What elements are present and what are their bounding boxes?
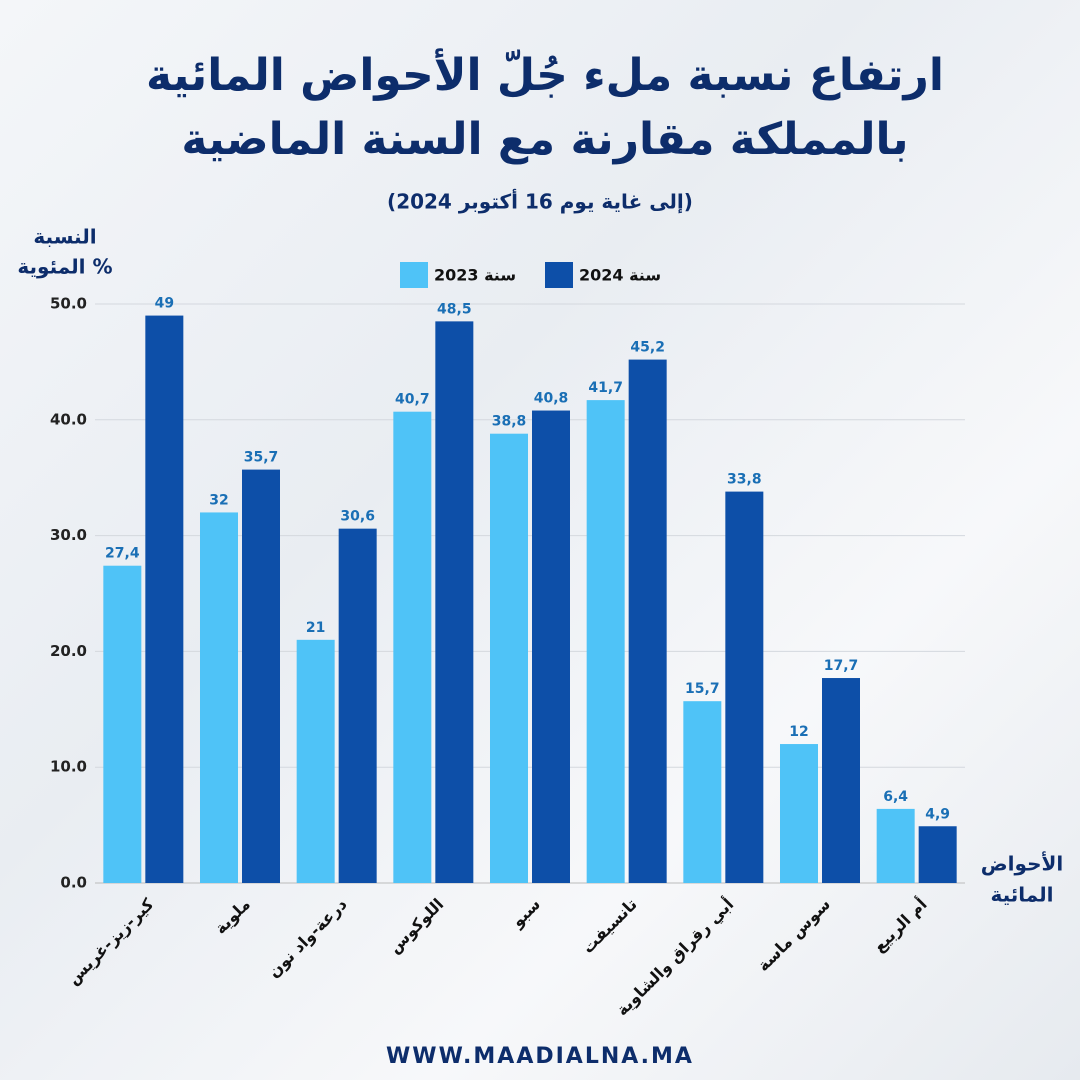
bar [586, 400, 625, 883]
y-axis-label: المئوية % [17, 255, 112, 279]
bar [393, 411, 432, 883]
bar [918, 826, 957, 883]
value-label: 40,8 [534, 391, 569, 407]
value-label: 33,8 [727, 472, 762, 488]
value-label: 21 [306, 620, 325, 636]
bar [435, 321, 474, 883]
value-label: 45,2 [630, 340, 665, 356]
legend-label: سنة 2024 [579, 266, 661, 285]
x-tick-label: كير-زيز-غريس [63, 894, 157, 988]
bar [296, 639, 335, 883]
y-tick-label: 40.0 [50, 410, 87, 428]
y-axis-label: النسبة [33, 225, 96, 249]
bar [145, 315, 184, 884]
value-label: 32 [209, 492, 228, 508]
value-label: 49 [155, 296, 174, 312]
value-label: 15,7 [685, 681, 720, 697]
x-axis-label: الأحواض [981, 851, 1063, 876]
bar [242, 469, 280, 883]
value-label: 40,7 [395, 392, 430, 408]
bar [200, 512, 238, 883]
bar [628, 359, 667, 884]
bar [532, 410, 570, 883]
bar [683, 701, 722, 883]
x-tick-label: درعة-واد نون [264, 895, 351, 982]
y-tick-label: 0.0 [60, 874, 87, 892]
bar [490, 433, 528, 883]
x-tick-label: اللوكوس [385, 895, 448, 958]
x-axis-label: المائية [990, 883, 1053, 907]
bar [876, 808, 915, 883]
value-label: 48,5 [437, 301, 472, 317]
legend-swatch [545, 262, 573, 288]
bar [103, 565, 142, 883]
x-tick-label: أم الربيع [869, 894, 931, 956]
value-label: 38,8 [492, 414, 527, 430]
x-tick-label: سوس ماسة [754, 895, 834, 975]
legend-label: سنة 2023 [434, 266, 516, 285]
value-label: 17,7 [824, 658, 859, 674]
legend-swatch [400, 262, 428, 288]
value-label: 27,4 [105, 546, 140, 562]
y-tick-label: 20.0 [50, 642, 87, 660]
value-label: 35,7 [244, 450, 279, 466]
value-label: 12 [789, 724, 808, 740]
chart-title: ارتفاع نسبة ملء جُلّ الأحواض المائية [146, 48, 944, 101]
value-label: 41,7 [588, 380, 623, 396]
bar [338, 528, 377, 883]
value-label: 4,9 [925, 806, 950, 822]
bar [780, 744, 818, 883]
y-tick-label: 50.0 [50, 295, 87, 313]
x-tick-label: تانسيفت [578, 895, 640, 957]
bar [822, 678, 860, 883]
value-label: 6,4 [883, 789, 908, 805]
chart-subtitle: (إلى غاية يوم 16 أكتوبر 2024) [387, 188, 693, 214]
y-tick-label: 30.0 [50, 526, 87, 544]
bar [725, 491, 764, 883]
value-label: 30,6 [340, 509, 375, 525]
footer: WWW.MAADIALNA.MA [386, 1044, 694, 1069]
chart-title: بالمملكة مقارنة مع السنة الماضية [181, 114, 908, 165]
y-tick-label: 10.0 [50, 758, 87, 776]
x-tick-label: سبو [507, 895, 544, 932]
x-tick-label: ملوية [211, 895, 254, 938]
